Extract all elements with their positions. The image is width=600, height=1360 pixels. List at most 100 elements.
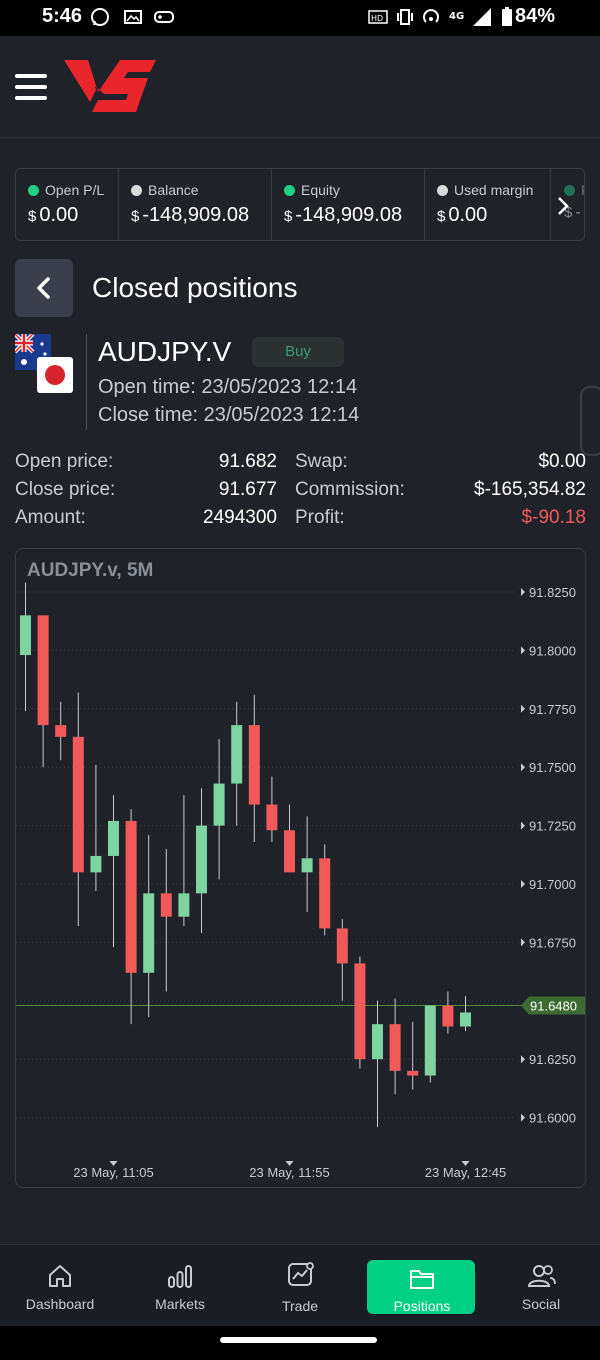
y-tick-marker xyxy=(521,880,525,888)
candle-up xyxy=(231,725,243,784)
home-icon xyxy=(49,1265,71,1287)
commission-value: $-165,354.82 xyxy=(474,479,586,500)
nav-positions[interactable]: Positions xyxy=(367,1245,477,1327)
candle-down xyxy=(407,1070,419,1076)
nav-dashboard[interactable]: Dashboard xyxy=(5,1245,115,1327)
y-tick-marker xyxy=(521,588,525,596)
amount-value: 2494300 xyxy=(203,507,277,528)
chart-title: AUDJPY.v, 5M xyxy=(27,560,154,581)
back-button[interactable] xyxy=(15,259,73,317)
metric-label: F xyxy=(581,182,584,198)
candle-down xyxy=(72,736,84,873)
candle-up xyxy=(460,1012,471,1027)
current-price-label: 91.6480 xyxy=(530,998,577,1013)
price-chart[interactable]: 91.8250 91.8000 91.7750 91.7500 91.7250 91.70… xyxy=(15,548,586,1188)
close-price-label: Close price: xyxy=(15,479,116,500)
divider xyxy=(86,334,87,430)
signal-icon xyxy=(473,8,491,26)
metric-label: Balance xyxy=(148,182,199,198)
candle-up xyxy=(196,825,207,894)
gesture-bar xyxy=(0,1326,600,1360)
y-tick-marker xyxy=(521,646,525,655)
status-dot xyxy=(564,185,575,196)
y-tick-marker xyxy=(521,1113,525,1122)
nav-label: Markets xyxy=(155,1296,205,1312)
x-tick-label: 23 May, 11:55 xyxy=(249,1165,329,1180)
open-price-value: 91.682 xyxy=(218,451,277,472)
y-tick-marker xyxy=(521,1055,525,1064)
nav-label: Trade xyxy=(281,1298,319,1314)
y-tick-label: 91.8000 xyxy=(529,643,576,658)
candle-down xyxy=(37,615,49,726)
battery-percent: 84% xyxy=(514,5,555,27)
candle-up xyxy=(108,820,119,856)
trade-chart-icon xyxy=(288,1262,314,1286)
hotspot-icon xyxy=(423,9,439,23)
open-price-label: Open price: xyxy=(15,451,114,472)
metric-label: Used margin xyxy=(454,182,534,198)
nav-trade[interactable]: Trade xyxy=(245,1245,355,1327)
swap-label: Swap: xyxy=(295,451,348,472)
current-price-tag xyxy=(521,996,585,1015)
metric-value: 0.00 xyxy=(448,204,488,226)
y-tick-marker xyxy=(521,763,525,772)
svg-text:4G: 4G xyxy=(449,11,464,22)
candle-up xyxy=(301,858,313,873)
currency-symbol: $ xyxy=(437,208,446,225)
candle-down xyxy=(389,1024,401,1071)
brand-logo[interactable] xyxy=(62,58,158,114)
y-tick-label: 91.6750 xyxy=(529,935,576,950)
candlestick-chart[interactable]: 91.8250 91.8000 91.7750 91.7500 91.7250 91.70… xyxy=(16,549,586,1188)
app-header xyxy=(0,36,600,138)
candle-up xyxy=(143,893,155,973)
nav-markets[interactable]: Markets xyxy=(125,1245,235,1327)
metric-free-margin-partial[interactable]: F $- xyxy=(552,169,584,240)
y-tick-label: 91.6000 xyxy=(529,1111,576,1126)
status-dot xyxy=(284,185,295,196)
whatsapp-icon xyxy=(91,8,109,26)
home-gesture-pill[interactable] xyxy=(220,1337,377,1343)
nav-label: Positions xyxy=(393,1298,451,1314)
candle-down xyxy=(442,1005,454,1027)
x-tick-marker xyxy=(109,1161,118,1166)
y-tick-label: 91.7750 xyxy=(529,702,576,717)
candle-down xyxy=(354,963,366,1060)
hamburger-menu-icon[interactable] xyxy=(15,74,47,100)
candle-down xyxy=(266,804,278,831)
candle-down xyxy=(125,820,137,973)
candle-up xyxy=(90,855,102,873)
nav-label: Social xyxy=(521,1296,561,1312)
nav-social[interactable]: Social xyxy=(486,1245,596,1327)
candle-up xyxy=(20,615,31,656)
metric-value: - xyxy=(575,204,581,221)
close-time: Close time: 23/05/2023 12:14 xyxy=(98,404,360,426)
japan-flag-icon xyxy=(37,357,73,393)
x-tick-label: 23 May, 12:45 xyxy=(425,1165,506,1180)
4g-icon: 4G xyxy=(449,11,464,22)
x-tick-label: 23 May, 11:05 xyxy=(73,1165,153,1180)
commission-label: Commission: xyxy=(295,479,405,500)
gamepad-icon xyxy=(154,11,174,23)
open-time: Open time: 23/05/2023 12:14 xyxy=(98,376,358,398)
battery-icon xyxy=(502,7,512,26)
users-icon xyxy=(527,1265,556,1287)
candle-up xyxy=(372,1024,383,1060)
chevron-left-icon xyxy=(37,277,50,299)
hd-icon: HD xyxy=(368,10,388,24)
currency-symbol: $ xyxy=(28,208,37,225)
y-tick-marker xyxy=(521,704,525,713)
status-bar: 5:46 HD 4G 84% xyxy=(0,0,600,36)
profit-label: Profit: xyxy=(295,507,345,528)
metric-balance: Balance $ -148,909.08 xyxy=(119,169,272,240)
candle-up xyxy=(424,1005,436,1076)
candle-down xyxy=(336,928,348,964)
metric-value: -148,909.08 xyxy=(295,204,403,226)
svg-text:HD: HD xyxy=(371,14,383,23)
metric-label: Equity xyxy=(301,182,340,198)
candle-down xyxy=(284,830,295,873)
candle-down xyxy=(248,725,260,805)
bottom-nav: Dashboard Markets Trade Positions Social xyxy=(0,1244,600,1326)
metric-value: -148,909.08 xyxy=(142,204,250,226)
drawer-handle[interactable] xyxy=(580,386,600,456)
chevron-right-icon[interactable] xyxy=(556,196,570,216)
